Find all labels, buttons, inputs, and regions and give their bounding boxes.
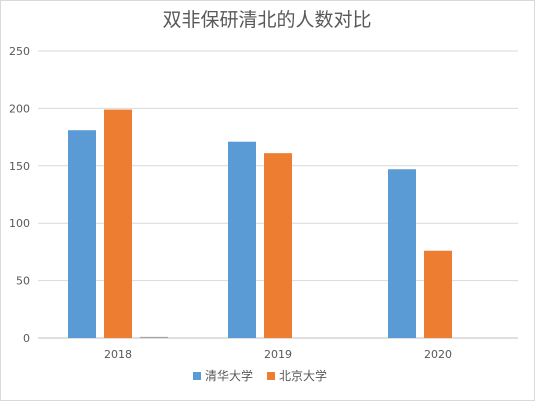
x-tick-label: 2018 — [104, 348, 132, 361]
y-tick-label: 250 — [9, 45, 30, 58]
y-axis-tick-labels: 0 50 100 150 200 250 — [9, 45, 30, 345]
bar-2018-series-2 — [140, 336, 168, 338]
legend-swatch — [193, 372, 201, 380]
bar-2019-series-1 — [264, 153, 292, 338]
bar-2020-series-0 — [388, 169, 416, 338]
legend-label: 清华大学 — [205, 368, 253, 383]
y-tick-label: 200 — [9, 102, 30, 115]
x-tick-label: 2020 — [424, 348, 452, 361]
y-tick-label: 100 — [9, 217, 30, 230]
x-tick-label: 2019 — [264, 348, 292, 361]
y-tick-label: 50 — [16, 275, 30, 288]
legend-swatch — [267, 372, 275, 380]
bar-2018-series-0 — [68, 130, 96, 338]
bar-2019-series-0 — [228, 141, 256, 338]
legend: 清华大学 北京大学 — [193, 368, 327, 383]
bars — [68, 109, 452, 338]
y-tick-label: 150 — [9, 160, 30, 173]
bar-2018-series-1 — [104, 109, 132, 338]
legend-label: 北京大学 — [279, 368, 327, 383]
bar-2020-series-1 — [424, 250, 452, 338]
x-axis-tick-labels: 2018 2019 2020 — [104, 348, 452, 361]
chart-title: 双非保研清北的人数对比 — [162, 9, 371, 31]
y-tick-label: 0 — [23, 332, 30, 345]
